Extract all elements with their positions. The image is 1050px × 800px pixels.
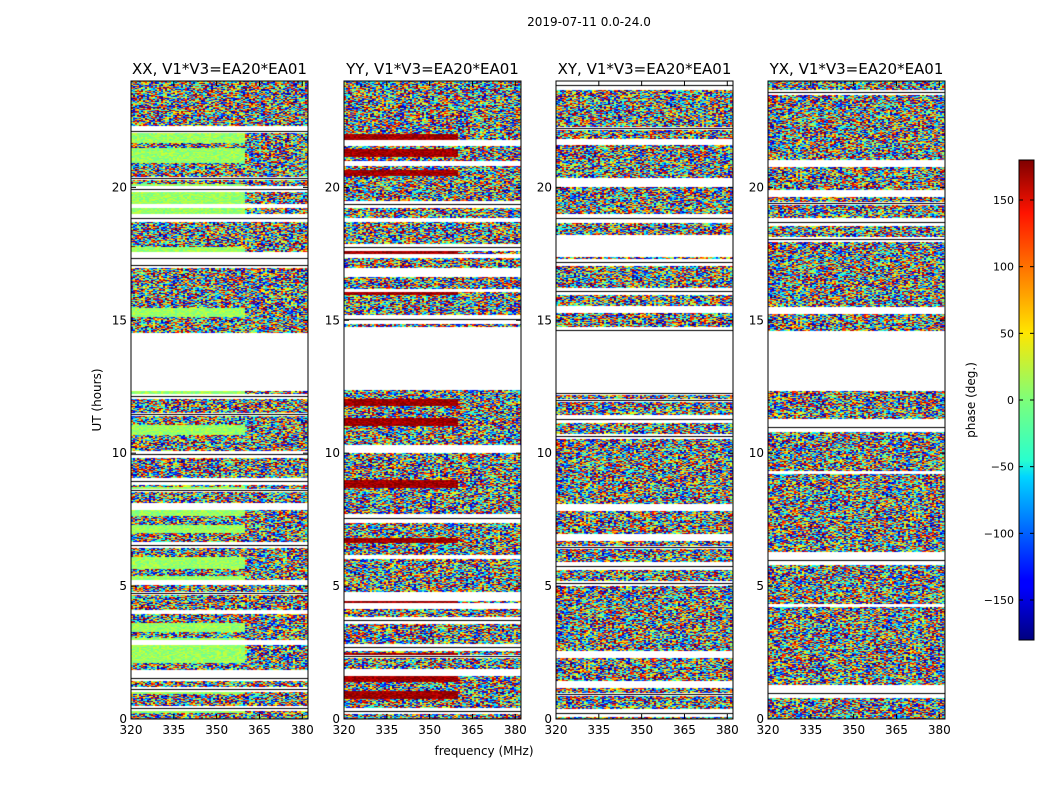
x-tick-label: 350: [205, 723, 228, 737]
colorbar-tick-label: 150: [993, 194, 1014, 207]
y-tick-label: 20: [112, 180, 127, 194]
y-tick-label: 15: [537, 313, 552, 327]
y-tick-label: 10: [325, 446, 340, 460]
x-tick-label: 320: [120, 723, 143, 737]
x-tick-label: 335: [587, 723, 610, 737]
x-tick-label: 320: [757, 723, 780, 737]
colorbar-tick-label: 50: [1000, 327, 1014, 340]
x-tick-label: 350: [418, 723, 441, 737]
y-tick-label: 15: [112, 313, 127, 327]
colorbar-tick-label: −100: [984, 527, 1014, 540]
heatmap-image: [344, 81, 521, 719]
x-tick-label: 350: [842, 723, 865, 737]
y-tick-label: 5: [332, 579, 340, 593]
x-tick-label: 335: [799, 723, 822, 737]
panel-1: XX, V1*V3=EA20*EA01 320 335 350 365 380 0 5 10 15…: [112, 60, 314, 737]
y-tick-label: 10: [537, 446, 552, 460]
colorbar-label: phase (deg.): [964, 362, 978, 438]
x-tick-label: 365: [673, 723, 696, 737]
y-tick-label: 20: [749, 180, 764, 194]
y-tick-label: 20: [537, 180, 552, 194]
panel-2: YY, V1*V3=EA20*EA01 320 335 350 365 380 0 5 10 15…: [325, 60, 527, 737]
x-tick-label: 350: [630, 723, 653, 737]
panel-title: XX, V1*V3=EA20*EA01: [132, 60, 307, 78]
panel-frame: [130, 80, 309, 720]
colorbar: −150 −100 −50 0 50 100 150 phase (deg.): [964, 159, 1035, 641]
x-tick-label: 335: [162, 723, 185, 737]
panel-title: YY, V1*V3=EA20*EA01: [345, 60, 519, 78]
y-tick-label: 5: [544, 579, 552, 593]
x-tick-label: 380: [291, 723, 314, 737]
panel-title: YX, V1*V3=EA20*EA01: [769, 60, 944, 78]
x-tick-label: 320: [333, 723, 356, 737]
heatmap-image: [131, 81, 308, 719]
x-tick-label: 365: [248, 723, 271, 737]
x-tick-label: 380: [928, 723, 951, 737]
heatmap-image: [768, 81, 945, 719]
panel-frame: [555, 80, 734, 720]
y-tick-label: 0: [544, 712, 552, 726]
y-tick-label: 5: [756, 579, 764, 593]
x-tick-label: 335: [375, 723, 398, 737]
colorbar-tick-label: −150: [984, 594, 1014, 607]
y-tick-label: 0: [119, 712, 127, 726]
y-tick-label: 20: [325, 180, 340, 194]
heatmap-image: [556, 81, 733, 719]
x-tick-label: 380: [716, 723, 739, 737]
y-tick-label: 10: [749, 446, 764, 460]
panel-frame: [767, 80, 946, 720]
x-tick-label: 320: [545, 723, 568, 737]
colorbar-tick-label: −50: [991, 461, 1014, 474]
figure-title: 2019-07-11 0.0-24.0: [527, 15, 651, 29]
y-axis-label: UT (hours): [90, 368, 104, 431]
panel-title: XY, V1*V3=EA20*EA01: [558, 60, 732, 78]
x-tick-label: 365: [461, 723, 484, 737]
y-tick-label: 0: [756, 712, 764, 726]
y-tick-label: 15: [749, 313, 764, 327]
colorbar-tick-label: 0: [1007, 394, 1014, 407]
colorbar-tick-label: 100: [993, 261, 1014, 274]
x-tick-label: 380: [504, 723, 527, 737]
y-tick-label: 5: [119, 579, 127, 593]
y-tick-label: 15: [325, 313, 340, 327]
x-tick-label: 365: [885, 723, 908, 737]
panel-frame: [343, 80, 522, 720]
panel-3: XY, V1*V3=EA20*EA01 320 335 350 365 380 0 5 10 15…: [537, 60, 739, 737]
y-tick-label: 10: [112, 446, 127, 460]
x-axis-label: frequency (MHz): [434, 744, 533, 758]
y-tick-label: 0: [332, 712, 340, 726]
panel-4: YX, V1*V3=EA20*EA01 320 335 350 365 380 0 5 10 15…: [749, 60, 951, 737]
